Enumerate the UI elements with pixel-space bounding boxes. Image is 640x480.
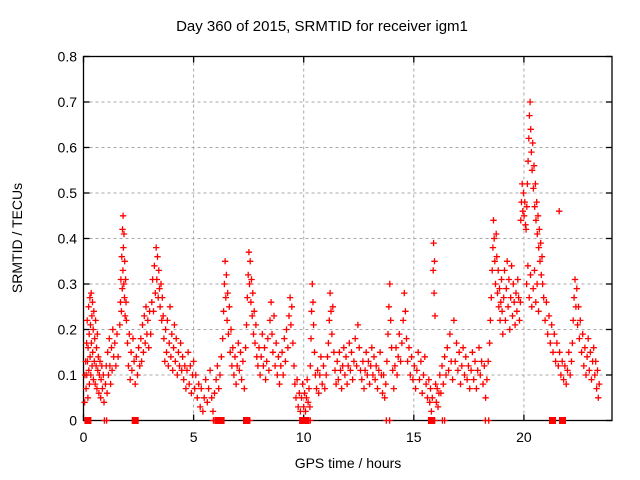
zero-square-marker [217, 417, 225, 424]
x-tick-label: 20 [516, 429, 532, 445]
zero-value-plusses [101, 417, 492, 424]
chart-title: Day 360 of 2015, SRMTID for receiver igm… [176, 18, 468, 35]
x-tick-label: 5 [190, 429, 198, 445]
y-tick-label: 0.2 [58, 322, 78, 338]
y-tick-label: 0.4 [58, 231, 78, 247]
zero-square-marker [84, 417, 92, 424]
zero-square-marker [243, 417, 250, 424]
axis-ticks [82, 55, 612, 422]
zero-square-marker [559, 417, 566, 424]
zero-square-marker [302, 417, 310, 424]
y-tick-label: 0.6 [58, 140, 78, 156]
y-tick-label: 0.3 [58, 276, 78, 292]
y-tick-label: 0 [69, 413, 77, 429]
zero-square-marker [427, 417, 435, 424]
x-tick-label: 10 [296, 429, 312, 445]
x-axis-label: GPS time / hours [295, 455, 402, 471]
zero-square-marker [131, 417, 139, 424]
y-axis-label: SRMTID / TECUs [9, 183, 25, 293]
axis-tick-labels: 0 5 10 15 20 0 0.1 0.2 0.3 0.4 0.5 0.6 0.7 0.8 [58, 49, 532, 446]
x-tick-label: 0 [80, 429, 88, 445]
srmtid-points [81, 98, 603, 415]
zero-square-marker [549, 417, 556, 424]
y-tick-label: 0.7 [58, 94, 78, 110]
y-tick-label: 0.5 [58, 185, 78, 201]
zero-value-squares [84, 417, 566, 424]
y-tick-label: 0.8 [58, 49, 78, 65]
y-tick-label: 0.1 [58, 367, 78, 383]
x-tick-label: 15 [406, 429, 422, 445]
data-points-layer [81, 98, 603, 424]
